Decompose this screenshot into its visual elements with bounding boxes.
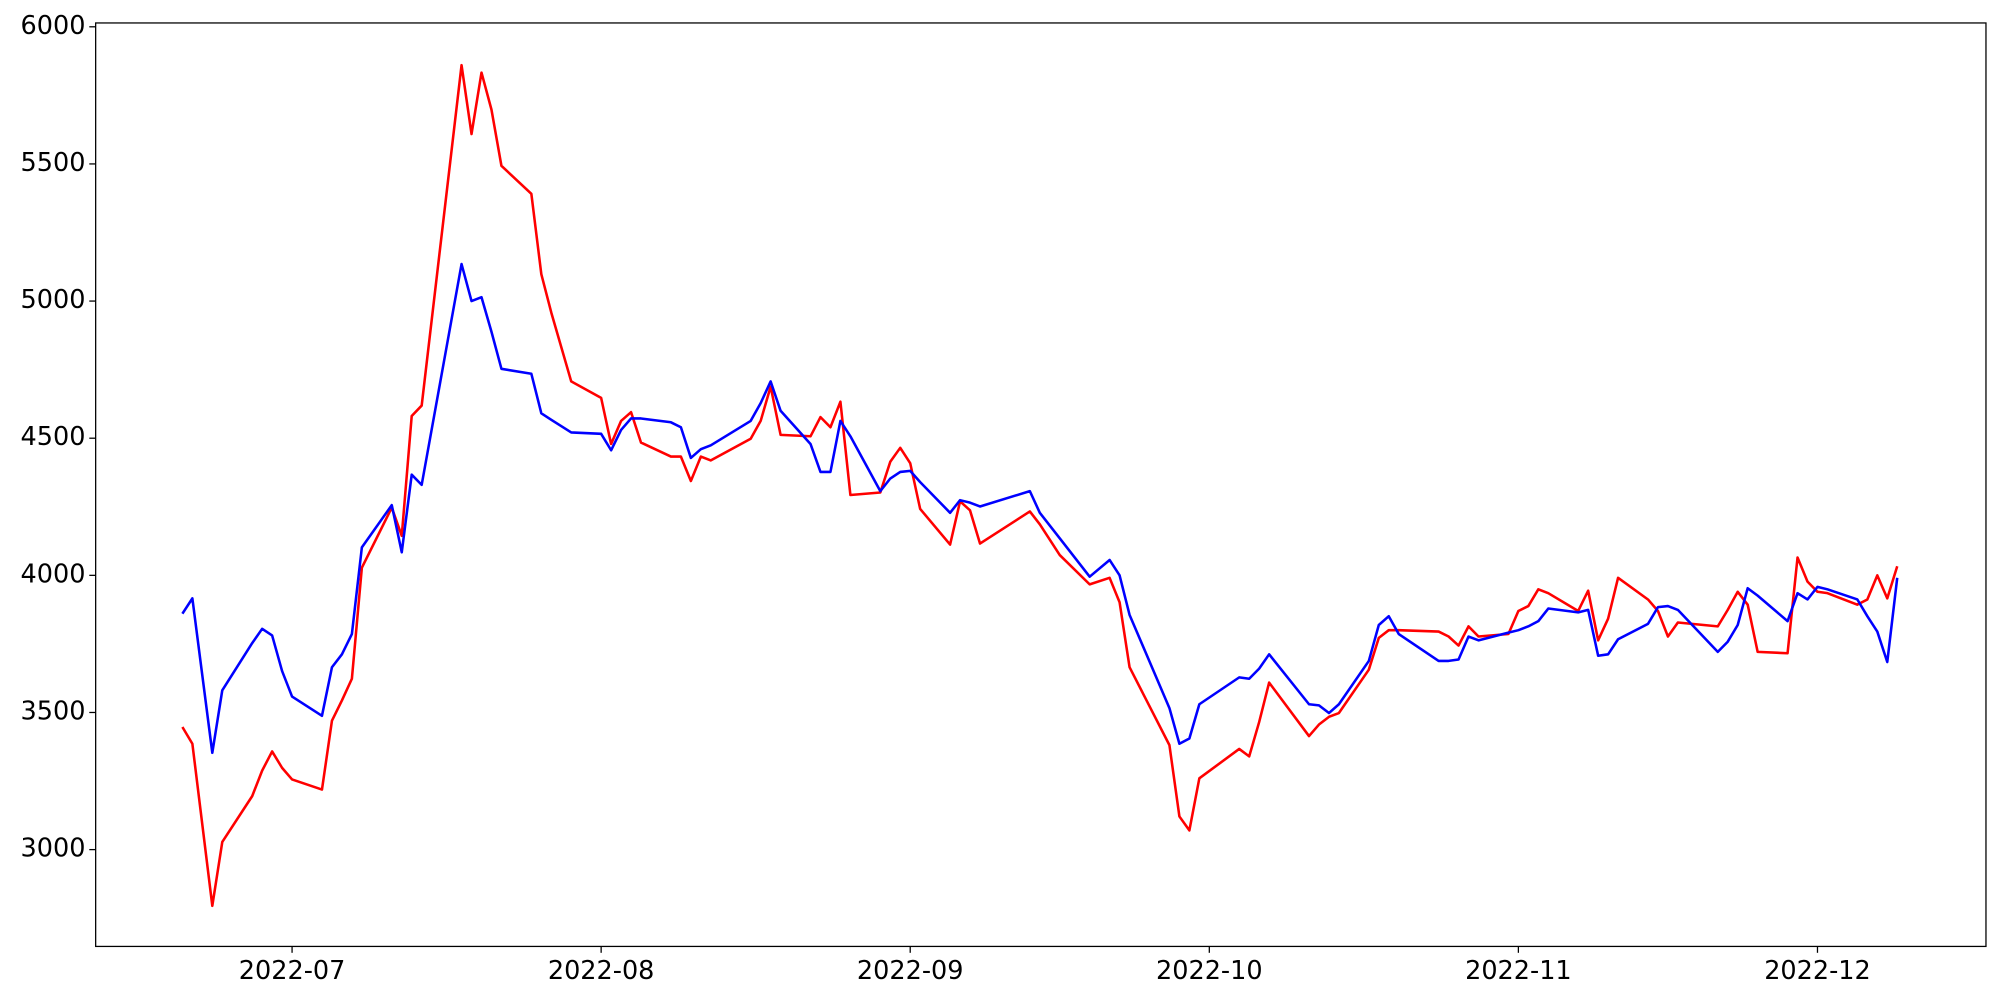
x-tick-label: 2022-09 (857, 956, 964, 986)
x-tick-label: 2022-11 (1465, 956, 1572, 986)
y-tick-label: 4500 (21, 422, 86, 452)
data-line (181, 63, 1899, 908)
x-tick-label: 2022-12 (1764, 956, 1871, 986)
y-tick-label: 5500 (21, 148, 86, 178)
x-tick-label: 2022-10 (1156, 956, 1263, 986)
data-line (181, 262, 1899, 755)
x-tick-label: 2022-07 (239, 956, 346, 986)
y-tick-label: 6000 (21, 11, 86, 41)
y-tick-label: 5000 (21, 285, 86, 315)
x-tick-label: 2022-08 (548, 956, 655, 986)
plot-frame (95, 22, 1987, 948)
y-tick-label: 3500 (21, 696, 86, 726)
y-tick-label: 4000 (21, 559, 86, 589)
y-tick-label: 3000 (21, 834, 86, 864)
